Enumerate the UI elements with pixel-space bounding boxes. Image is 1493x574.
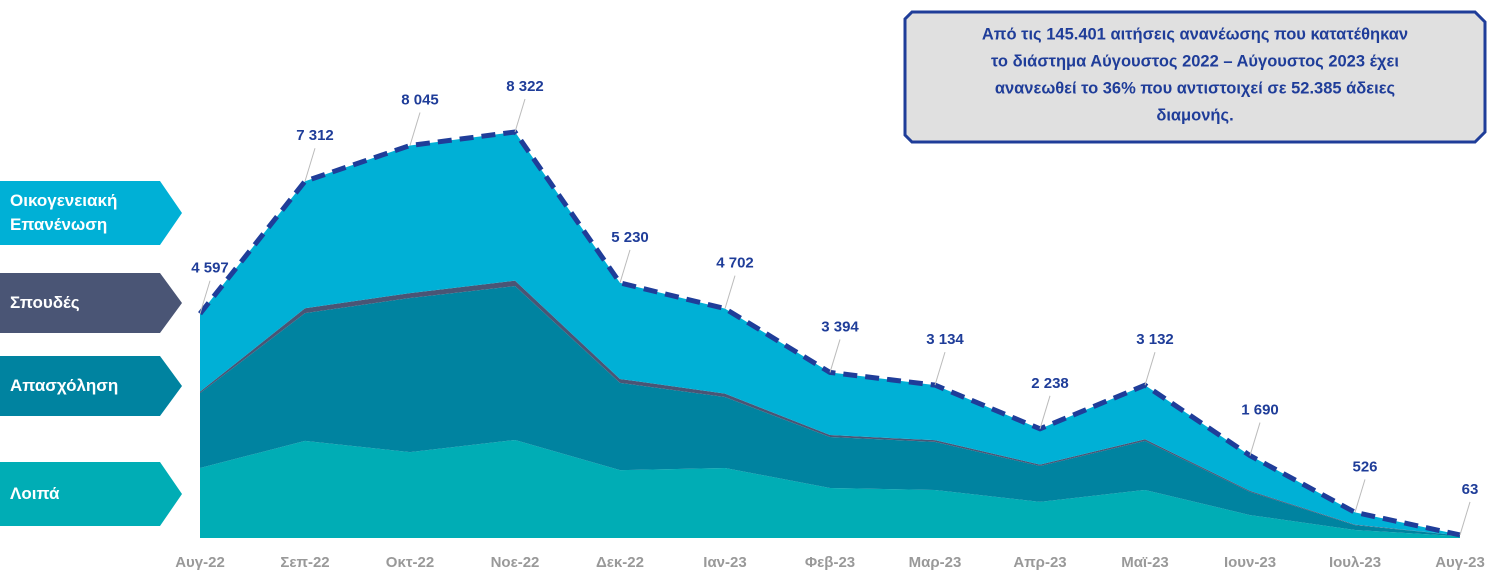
- total-label: 7 312: [296, 127, 334, 144]
- leader-line: [934, 351, 946, 386]
- leader-line: [1249, 422, 1261, 456]
- x-tick-label: Μαϊ-23: [1121, 554, 1169, 571]
- x-tick-label: Οκτ-22: [386, 554, 434, 571]
- leader-line: [1354, 479, 1366, 513]
- total-label: 8 045: [401, 91, 439, 108]
- x-tick-label: Σεπ-22: [280, 554, 329, 571]
- legend-label: Απασχόληση: [10, 376, 119, 395]
- total-label: 8 322: [506, 78, 544, 95]
- total-label: 526: [1352, 458, 1377, 475]
- leader-line: [724, 275, 736, 309]
- total-label: 3 394: [821, 318, 859, 335]
- legend-arrow: [0, 273, 182, 333]
- area: [200, 439, 1460, 538]
- annotation-text: Από τις 145.401 αιτήσεις ανανέωσης που κ…: [982, 25, 1408, 43]
- total-label: 3 134: [926, 331, 964, 348]
- x-tick-label: Αυγ-22: [175, 554, 225, 571]
- leader-line: [514, 98, 526, 133]
- total-label: 2 238: [1031, 375, 1069, 392]
- x-tick-label: Φεβ-23: [805, 554, 855, 571]
- total-label: 63: [1462, 481, 1479, 498]
- leader-line: [1144, 352, 1156, 386]
- leader-line: [199, 280, 211, 314]
- x-tick-label: Ιουν-23: [1224, 554, 1276, 571]
- legend-label: Λοιπά: [10, 484, 60, 503]
- leader-line: [304, 148, 316, 182]
- legend-arrow: [0, 356, 182, 416]
- legend-label: Οικογενειακή Επανένωση: [10, 191, 118, 234]
- leader-line: [829, 339, 841, 373]
- legend-arrow: [0, 181, 182, 245]
- annotation-text: το διάστημα Αύγουστος 2022 – Αύγουστος 2…: [991, 52, 1399, 70]
- total-label: 3 132: [1136, 331, 1174, 348]
- annotation-text: διαμονής.: [1156, 106, 1233, 124]
- area: [200, 280, 1460, 536]
- annotation-text: ανανεωθεί το 36% που αντιστοιχεί σε 52.3…: [995, 79, 1395, 97]
- x-tick-label: Αυγ-23: [1435, 554, 1485, 571]
- x-tick-label: Μαρ-23: [909, 554, 962, 571]
- area: [200, 132, 1460, 536]
- area: [200, 286, 1460, 537]
- total-label: 4 702: [716, 255, 754, 272]
- leader-line: [1459, 501, 1471, 536]
- x-tick-label: Ιουλ-23: [1329, 554, 1381, 571]
- annotation-box: [903, 10, 1487, 144]
- total-label: 4 597: [191, 260, 229, 277]
- legend-label: Σπουδές: [10, 293, 80, 312]
- x-tick-label: Απρ-23: [1013, 554, 1066, 571]
- legend-arrow: [0, 462, 182, 526]
- x-tick-label: Ιαν-23: [703, 554, 746, 571]
- total-label: 5 230: [611, 229, 649, 246]
- total-label: 1 690: [1241, 402, 1279, 419]
- x-tick-label: Νοε-22: [491, 554, 540, 571]
- leader-line: [619, 249, 631, 283]
- leader-line: [409, 112, 421, 146]
- leader-line: [1039, 395, 1051, 429]
- x-tick-label: Δεκ-22: [596, 554, 644, 571]
